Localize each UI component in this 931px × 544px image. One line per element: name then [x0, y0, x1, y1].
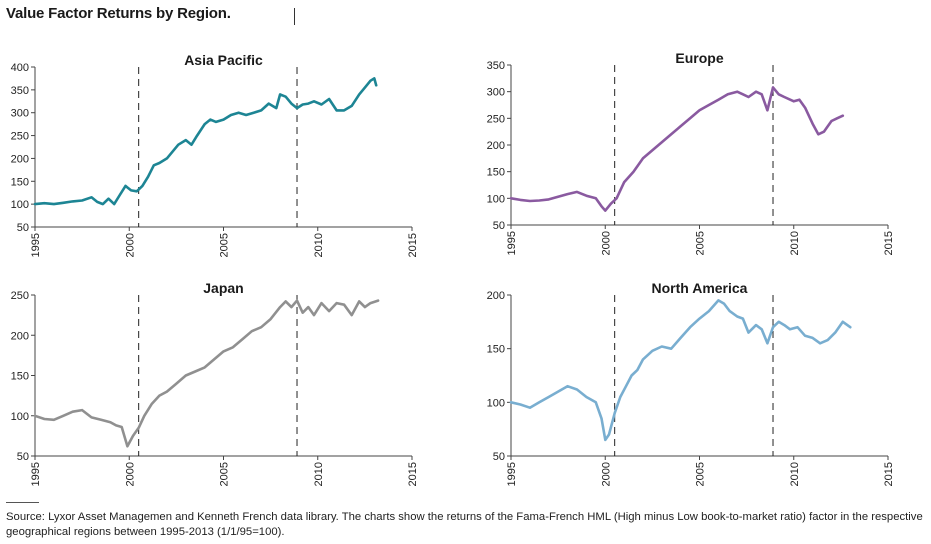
japan-series-line — [33, 299, 380, 448]
europe-x-tick-label: 2000 — [600, 231, 612, 255]
japan-y-tick-label: 150 — [11, 371, 29, 383]
asia-pacific-y-tick-label: 350 — [11, 85, 29, 97]
europe-series-line — [509, 86, 845, 212]
north-america-x-tick-label: 1995 — [506, 462, 518, 486]
europe-y-tick-label: 50 — [493, 220, 505, 232]
page-title: Value Factor Returns by Region. — [6, 5, 231, 22]
asia-pacific-x-tick-label: 2015 — [407, 233, 419, 257]
north-america-x-tick-label: 2010 — [789, 462, 801, 486]
asia-pacific-y-tick-label: 250 — [11, 131, 29, 143]
asia-pacific-x-tick-label: 1995 — [30, 233, 42, 257]
asia-pacific-x-tick-label: 2010 — [313, 233, 325, 257]
footnote-rule — [6, 502, 39, 503]
asia-pacific-chart-title: Asia Pacific — [184, 52, 263, 68]
japan-x-tick-label: 2000 — [124, 462, 136, 486]
europe-y-tick-label: 200 — [487, 140, 505, 152]
charts-canvas: Asia Pacific 50 100 150 200 250 300 350 400 1995 2… — [11, 50, 895, 486]
japan-y-tick-label: 50 — [17, 451, 29, 463]
europe-x-tick-label: 2010 — [789, 231, 801, 255]
north-america-x-tick-label: 2015 — [883, 462, 895, 486]
north-america-y-tick-label: 200 — [487, 290, 505, 302]
japan-x-tick-label: 2010 — [313, 462, 325, 486]
title-divider — [294, 8, 295, 25]
asia-pacific-y-tick-label: 300 — [11, 108, 29, 120]
japan-y-tick-label: 200 — [11, 330, 29, 342]
europe-y-tick-label: 250 — [487, 113, 505, 125]
europe-y-tick-label: 100 — [487, 193, 505, 205]
asia-pacific-y-tick-label: 400 — [11, 62, 29, 74]
japan-y-tick-label: 250 — [11, 290, 29, 302]
europe-x-tick-label: 1995 — [506, 231, 518, 255]
asia-pacific-x-tick-label: 2005 — [219, 233, 231, 257]
asia-pacific-y-tick-label: 200 — [11, 153, 29, 165]
north-america-x-tick-label: 2000 — [600, 462, 612, 486]
asia-pacific-series-line — [33, 77, 378, 206]
europe-chart-title: Europe — [675, 50, 723, 66]
japan-x-tick-label: 1995 — [30, 462, 42, 486]
asia-pacific-x-tick-label: 2000 — [124, 233, 136, 257]
north-america-y-tick-label: 50 — [493, 451, 505, 463]
europe-y-tick-label: 300 — [487, 87, 505, 99]
japan-y-tick-label: 100 — [11, 411, 29, 423]
asia-pacific-y-tick-label: 50 — [17, 222, 29, 234]
japan-x-tick-label: 2015 — [407, 462, 419, 486]
north-america-series-line — [509, 299, 852, 442]
europe-x-tick-label: 2005 — [695, 231, 707, 255]
source-note: Source: Lyxor Asset Managemen and Kennet… — [6, 511, 923, 538]
north-america-x-tick-label: 2005 — [695, 462, 707, 486]
north-america-y-tick-label: 100 — [487, 397, 505, 409]
europe-y-tick-label: 150 — [487, 167, 505, 179]
asia-pacific-y-tick-label: 150 — [11, 176, 29, 188]
europe-x-tick-label: 2015 — [883, 231, 895, 255]
north-america-y-tick-label: 150 — [487, 344, 505, 356]
japan-x-tick-label: 2005 — [219, 462, 231, 486]
north-america-chart-title: North America — [652, 280, 748, 296]
asia-pacific-y-tick-label: 100 — [11, 199, 29, 211]
japan-chart-title: Japan — [203, 280, 243, 296]
europe-y-tick-label: 350 — [487, 60, 505, 72]
